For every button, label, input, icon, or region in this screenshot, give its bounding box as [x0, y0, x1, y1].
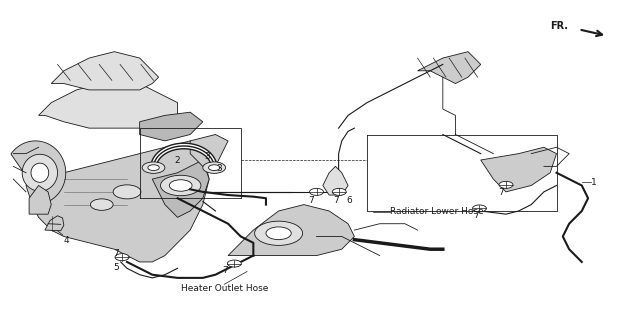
Text: 1: 1 [591, 178, 596, 187]
Circle shape [266, 227, 291, 240]
Text: FR.: FR. [550, 21, 568, 31]
Polygon shape [45, 216, 64, 231]
Polygon shape [228, 204, 354, 256]
Text: 3: 3 [216, 164, 222, 173]
Polygon shape [29, 186, 51, 214]
Circle shape [254, 221, 303, 245]
Text: 7: 7 [113, 249, 119, 258]
Circle shape [113, 185, 141, 199]
Text: 7: 7 [333, 196, 339, 205]
Circle shape [115, 254, 129, 261]
Text: 7: 7 [498, 188, 504, 197]
Circle shape [203, 162, 225, 173]
Text: 7: 7 [473, 211, 479, 220]
Circle shape [148, 165, 160, 171]
Text: 7: 7 [308, 196, 314, 205]
Polygon shape [31, 163, 49, 182]
Polygon shape [39, 80, 177, 128]
Polygon shape [480, 147, 556, 192]
Polygon shape [26, 141, 209, 262]
Text: 7: 7 [222, 266, 227, 276]
Circle shape [332, 188, 346, 196]
Text: 6: 6 [347, 196, 353, 205]
Polygon shape [418, 52, 480, 84]
Polygon shape [153, 160, 209, 217]
Circle shape [91, 199, 113, 210]
Circle shape [499, 181, 513, 188]
Polygon shape [51, 52, 159, 90]
Polygon shape [190, 134, 228, 166]
Polygon shape [22, 154, 58, 191]
Polygon shape [323, 166, 348, 195]
Circle shape [310, 188, 323, 196]
Text: 4: 4 [64, 236, 70, 245]
Circle shape [161, 175, 201, 196]
Text: 5: 5 [113, 263, 119, 272]
Polygon shape [140, 112, 203, 141]
Circle shape [208, 165, 220, 171]
Circle shape [170, 180, 192, 191]
Text: 2: 2 [174, 156, 180, 164]
Circle shape [227, 260, 241, 267]
Text: Heater Outlet Hose: Heater Outlet Hose [180, 284, 268, 292]
Text: Radiator Lower Hose: Radiator Lower Hose [390, 207, 484, 216]
Polygon shape [11, 141, 66, 203]
Text: 3: 3 [204, 152, 210, 161]
Circle shape [142, 162, 165, 173]
Circle shape [472, 205, 486, 212]
